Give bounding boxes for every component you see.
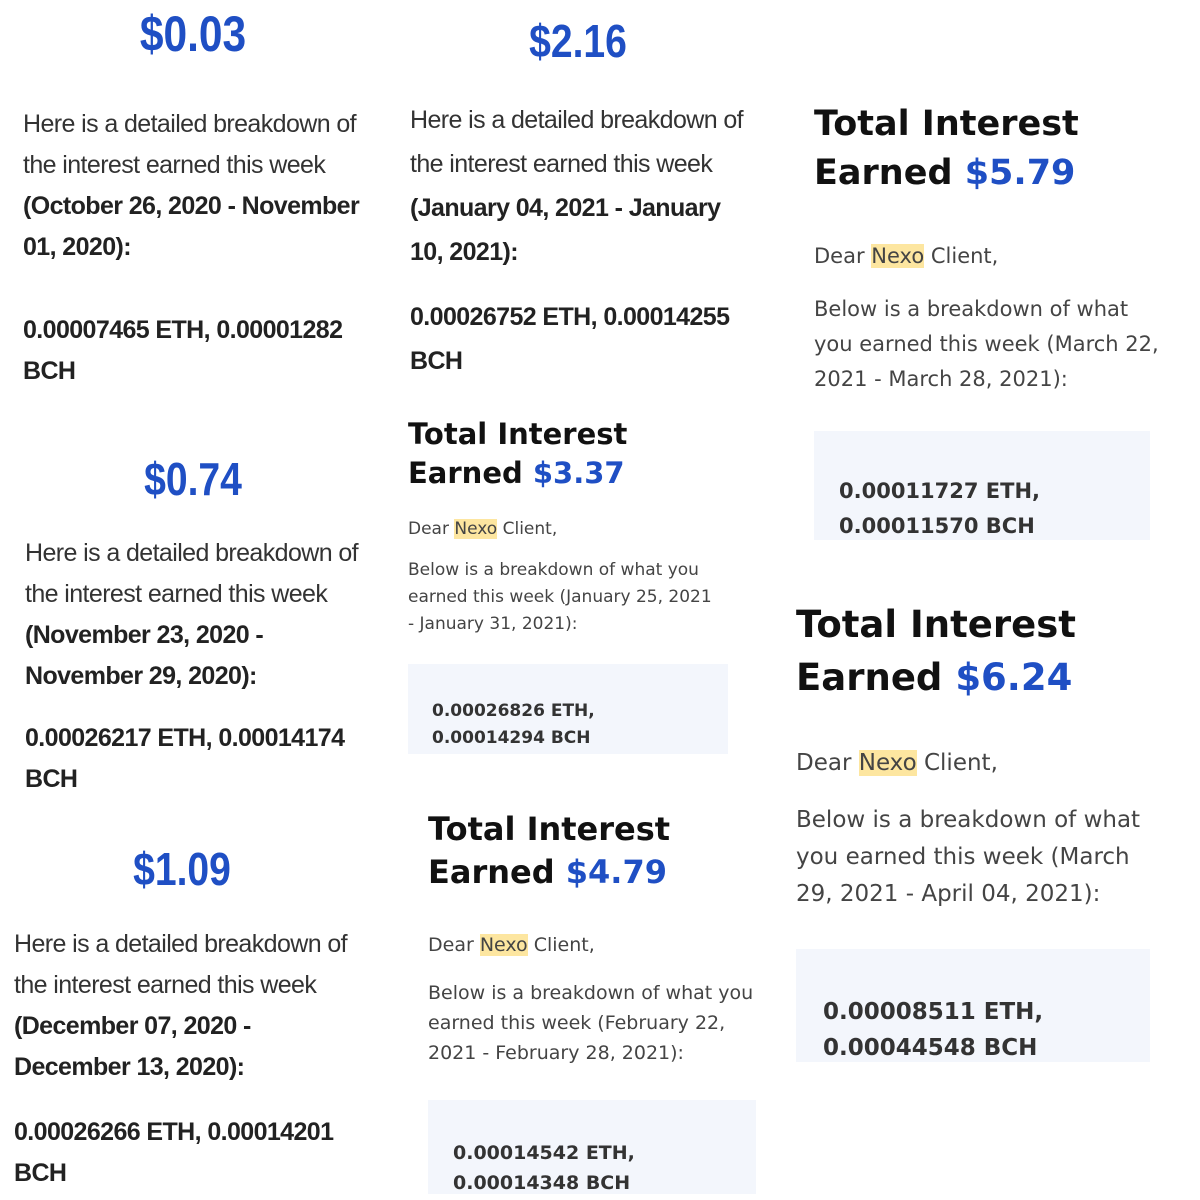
holdings: 0.00014542 ETH, 0.00014348 BCH bbox=[428, 1100, 756, 1194]
greeting-word: Client, bbox=[930, 244, 999, 268]
brand: Nexo bbox=[479, 934, 528, 956]
greeting-word: Dear bbox=[408, 519, 449, 539]
greeting: Dear Nexo Client, bbox=[814, 244, 1164, 268]
amount: $0.74 bbox=[144, 453, 242, 505]
email-card: Total Interest Earned $5.79 Dear Nexo Cl… bbox=[814, 100, 1164, 540]
breakdown: Below is a breakdown of what you earned … bbox=[428, 982, 754, 1064]
brand: Nexo bbox=[454, 519, 498, 539]
greeting: Dear Nexo Client, bbox=[796, 750, 1156, 776]
greeting-word: Dear bbox=[796, 750, 852, 776]
period: (January 04, 2021 - January 10, 2021): bbox=[410, 194, 721, 266]
period: (October 26, 2020 - November 01, 2020): bbox=[23, 192, 360, 261]
heading: Total Interest Earned $3.37 bbox=[408, 415, 668, 493]
brand: Nexo bbox=[858, 750, 917, 776]
brand: Nexo bbox=[871, 244, 925, 268]
period: (December 07, 2020 - December 13, 2020): bbox=[14, 1012, 251, 1081]
heading-text: Total Interest Earned bbox=[796, 603, 1076, 699]
greeting-word: Dear bbox=[814, 244, 865, 268]
intro-block: Here is a detailed breakdown of the inte… bbox=[23, 104, 368, 268]
greeting-word: Client, bbox=[533, 934, 595, 956]
intro-block: Here is a detailed breakdown of the inte… bbox=[25, 533, 370, 697]
greeting-word: Client, bbox=[502, 519, 558, 539]
holdings: 0.00026752 ETH, 0.00014255 BCH bbox=[410, 303, 730, 375]
heading-text: Total Interest Earned bbox=[408, 417, 628, 490]
intro: Here is a detailed breakdown of the inte… bbox=[14, 930, 348, 999]
amount: $2.16 bbox=[529, 15, 627, 67]
breakdown: Below is a breakdown of what you earned … bbox=[814, 297, 1159, 391]
intro-block: Here is a detailed breakdown of the inte… bbox=[410, 98, 755, 274]
greeting: Dear Nexo Client, bbox=[408, 519, 738, 539]
email-card: Total Interest Earned $6.24 Dear Nexo Cl… bbox=[796, 598, 1156, 1062]
amount: $5.79 bbox=[964, 153, 1076, 193]
amount: $0.03 bbox=[139, 6, 247, 62]
heading: Total Interest Earned $5.79 bbox=[814, 100, 1114, 198]
email-card: Total Interest Earned $4.79 Dear Nexo Cl… bbox=[428, 808, 768, 1194]
greeting-word: Client, bbox=[923, 750, 998, 776]
holdings: 0.00026217 ETH, 0.00014174 BCH bbox=[25, 724, 345, 793]
heading-text: Total Interest Earned bbox=[814, 104, 1079, 193]
amount: $4.79 bbox=[565, 853, 667, 891]
holdings: 0.00026266 ETH, 0.00014201 BCH bbox=[14, 1118, 334, 1187]
heading: Total Interest Earned $4.79 bbox=[428, 808, 718, 894]
intro: Here is a detailed breakdown of the inte… bbox=[23, 110, 357, 179]
email-card: Total Interest Earned $3.37 Dear Nexo Cl… bbox=[408, 415, 738, 754]
holdings: 0.00007465 ETH, 0.00001282 BCH bbox=[23, 316, 343, 385]
intro: Here is a detailed breakdown of the inte… bbox=[410, 106, 744, 178]
breakdown: Below is a breakdown of what you earned … bbox=[408, 560, 712, 634]
heading: Total Interest Earned $6.24 bbox=[796, 598, 1116, 704]
breakdown: Below is a breakdown of what you earned … bbox=[796, 807, 1141, 907]
heading-text: Total Interest Earned bbox=[428, 810, 671, 891]
period: (November 23, 2020 - November 29, 2020): bbox=[25, 621, 264, 690]
amount: $1.09 bbox=[133, 843, 231, 895]
holdings: 0.00008511 ETH, 0.00044548 BCH bbox=[796, 949, 1150, 1062]
amount: $6.24 bbox=[955, 656, 1073, 699]
greeting-word: Dear bbox=[428, 934, 474, 956]
holdings: 0.00026826 ETH, 0.00014294 BCH bbox=[408, 664, 728, 754]
greeting: Dear Nexo Client, bbox=[428, 934, 768, 956]
amount: $3.37 bbox=[532, 456, 625, 490]
intro-block: Here is a detailed breakdown of the inte… bbox=[14, 924, 359, 1088]
intro: Here is a detailed breakdown of the inte… bbox=[25, 539, 359, 608]
holdings: 0.00011727 ETH, 0.00011570 BCH bbox=[814, 431, 1150, 540]
